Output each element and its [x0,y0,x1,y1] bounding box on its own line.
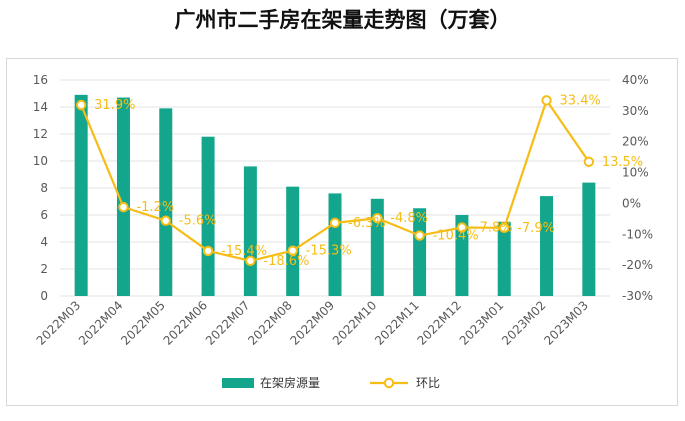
y-right-tick-label: 20% [622,135,649,149]
chart-title: 广州市二手房在架量走势图（万套） [174,8,511,32]
bar[interactable] [286,186,300,296]
bar[interactable] [243,166,257,296]
x-tick-label: 2022M07 [203,298,253,348]
bar[interactable] [201,136,215,296]
line-point[interactable] [499,222,510,234]
bar[interactable] [370,198,384,296]
y-left-tick-label: 14 [33,100,48,114]
y-left-tick-label: 16 [33,73,48,87]
bar[interactable] [540,196,554,296]
x-tick-label: 2022M10 [330,298,380,348]
bar[interactable] [497,221,511,296]
legend-label: 环比 [416,376,440,390]
line-point[interactable] [202,245,214,257]
data-label: -6.3% [348,216,386,231]
x-tick-label: 2023M01 [457,298,507,348]
data-label: -5.6% [179,214,217,229]
y-left-tick-label: 12 [33,127,48,141]
y-right-tick-label: -10% [622,227,653,241]
chart-area [6,58,678,406]
y-right-tick-label: 10% [622,166,649,180]
line-point[interactable] [160,215,171,226]
line-point[interactable] [287,245,298,256]
bar[interactable] [116,97,130,296]
y-right-tick-label: -20% [622,258,653,272]
bar[interactable] [455,215,469,296]
y-left-tick-label: 0 [40,289,48,303]
line-point[interactable] [372,213,383,224]
line-point[interactable] [329,217,341,229]
data-label: -7.8% [475,220,513,235]
x-tick-label: 2023M02 [499,298,549,348]
x-tick-label: 2022M03 [34,298,84,348]
line-point[interactable] [456,222,468,233]
bar[interactable] [159,108,173,296]
y-right-tick-label: 40% [622,73,649,87]
data-label: -15.4% [221,244,267,259]
x-tick-label: 2022M06 [161,298,211,348]
line-point[interactable] [414,230,425,241]
data-label: 13.5% [602,155,643,170]
y-left-tick-label: 8 [40,181,48,195]
line-point[interactable] [75,99,87,111]
data-label: 33.4% [560,93,601,108]
x-tick-label: 2022M04 [76,298,126,348]
y-right-tick-label: -30% [622,289,653,303]
x-tick-label: 2022M11 [372,298,422,348]
y-left-tick-label: 6 [40,208,48,222]
line-point[interactable] [245,255,256,267]
data-label: -4.8% [390,211,428,226]
y-right-tick-label: 0% [622,196,641,210]
data-label: -18.6% [263,254,309,269]
bar[interactable] [582,182,596,296]
bar[interactable] [74,94,88,296]
legend-bar-swatch [222,378,254,388]
line-point[interactable] [118,201,129,213]
y-left-tick-label: 4 [40,235,48,249]
legend-label: 在架房源量 [260,375,320,390]
y-left-tick-label: 2 [40,262,48,276]
y-left-tick-label: 10 [33,154,48,168]
line-point[interactable] [541,95,552,106]
data-label: -10.4% [433,229,479,244]
data-label: -7.9% [517,221,555,236]
x-tick-label: 2023M03 [541,298,591,348]
y-right-tick-label: 30% [622,104,649,118]
legend-line-marker [383,377,395,389]
bar[interactable] [413,208,427,296]
data-label: -15.3% [306,244,352,259]
x-tick-label: 2022M12 [414,298,464,348]
x-tick-label: 2022M08 [245,298,295,348]
data-label: -1.2% [136,200,174,215]
data-label: 31.9% [94,98,135,113]
line-point[interactable] [583,156,595,167]
x-tick-label: 2022M05 [118,298,168,348]
x-tick-label: 2022M09 [288,298,338,348]
